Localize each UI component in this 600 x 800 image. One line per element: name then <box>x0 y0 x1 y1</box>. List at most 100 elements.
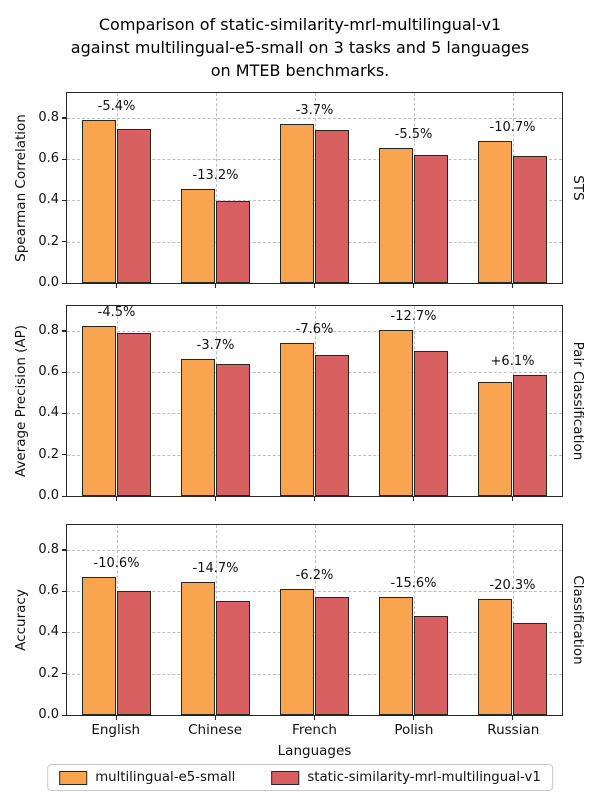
bar-static-similarity <box>116 333 152 496</box>
y-tick-label: 0.4 <box>38 192 59 208</box>
x-tick-mark <box>116 716 118 720</box>
x-tick-label: Polish <box>394 722 434 738</box>
y-tick-label: 0.2 <box>38 233 59 249</box>
x-axis-label: Languages <box>277 743 352 759</box>
bar-e5-small <box>477 382 513 496</box>
x-tick-label: Chinese <box>188 722 243 738</box>
y-tick-label: 0.4 <box>38 405 59 421</box>
x-tick-labels: English Chinese French Polish Russian <box>66 722 563 740</box>
bar-e5-small <box>81 576 117 715</box>
bar-e5-small <box>180 581 216 715</box>
legend-swatch-red <box>271 770 300 785</box>
annotation-percent-change: -5.4% <box>97 98 136 114</box>
bar-static-similarity <box>512 375 548 496</box>
task-label-sts: STS <box>570 175 586 201</box>
bar-static-similarity <box>512 622 548 715</box>
bar-e5-small <box>180 189 216 283</box>
legend: multilingual-e5-small static-similarity-… <box>47 764 553 791</box>
bar-e5-small <box>378 597 414 715</box>
gridline-vertical <box>512 525 514 715</box>
bar-static-similarity <box>116 591 152 715</box>
x-tick-mark <box>314 284 316 288</box>
x-tick-mark <box>116 284 118 288</box>
y-tick-label: 0.6 <box>38 151 59 167</box>
annotation-percent-change: -3.7% <box>295 102 334 118</box>
x-tick-mark <box>413 716 415 720</box>
x-tick-mark <box>413 284 415 288</box>
x-tick-mark <box>512 716 514 720</box>
y-tick-mark <box>62 199 66 202</box>
bar-static-similarity <box>215 601 251 715</box>
bar-e5-small <box>180 358 216 496</box>
annotation-percent-change: -15.6% <box>390 576 437 592</box>
annotation-percent-change: -5.5% <box>394 126 433 142</box>
bar-e5-small <box>279 343 315 496</box>
y-tick-mark <box>62 673 66 675</box>
bar-e5-small <box>378 147 414 283</box>
bar-e5-small <box>81 325 117 496</box>
bar-e5-small <box>477 140 513 283</box>
y-tick-label: 0.0 <box>38 275 59 290</box>
annotation-percent-change: -6.2% <box>295 568 334 584</box>
y-tick-mark <box>62 549 66 551</box>
annotation-percent-change: -4.5% <box>97 304 136 320</box>
y-tick-mark <box>62 117 66 119</box>
x-tick-mark <box>314 716 316 720</box>
axes-area-classification: 0.0 0.2 0.4 0.6 0.8 -10.6% -14.7% -6.2% -15.6% -2… <box>38 524 563 722</box>
bar-static-similarity <box>413 155 449 283</box>
x-tick-mark <box>512 497 514 501</box>
axes-area-pair-classification: 0.0 0.2 0.4 0.6 0.8 -4.5% -3.7% -7.6% -12.7% +6.1… <box>38 304 563 503</box>
gridline-vertical <box>215 93 217 283</box>
subplot-classification: Accuracy 0.0 0.2 0.4 0.6 0.8 -10.6% -14.7% -6.2… <box>13 524 586 722</box>
annotation-percent-change: -7.6% <box>295 322 334 338</box>
y-tick-label: 0.2 <box>38 446 59 462</box>
bar-e5-small <box>81 119 117 283</box>
bar-e5-small <box>378 329 414 496</box>
x-tick-mark <box>215 284 217 288</box>
y-tick-mark <box>62 330 66 332</box>
y-tick-mark <box>62 590 66 592</box>
y-tick-mark <box>62 241 66 243</box>
y-tick-label: 0.2 <box>38 665 59 681</box>
legend-item-static-similarity: static-similarity-mrl-multilingual-v1 <box>271 770 541 785</box>
bar-static-similarity <box>512 155 548 283</box>
annotation-percent-change: -10.7% <box>489 119 536 135</box>
y-tick-mark <box>62 714 66 716</box>
y-tick-label: 0.6 <box>38 583 59 599</box>
y-tick-mark <box>62 631 66 634</box>
bar-static-similarity <box>215 363 251 496</box>
bar-static-similarity <box>314 596 350 715</box>
x-tick-mark <box>215 497 217 501</box>
task-label-pair-classification: Pair Classification <box>570 341 586 461</box>
x-tick-label: English <box>91 722 141 738</box>
x-tick-mark <box>413 497 415 501</box>
x-tick-mark <box>512 284 514 288</box>
chart-title: Comparison of static-similarity-mrl-mult… <box>70 15 530 80</box>
y-tick-label: 0.4 <box>38 624 59 640</box>
annotation-percent-change: -10.6% <box>93 555 140 571</box>
x-tick-mark <box>116 497 118 501</box>
annotation-percent-change: +6.1% <box>490 354 535 370</box>
y-tick-label: 0.8 <box>38 541 59 557</box>
bar-e5-small <box>477 599 513 715</box>
y-tick-mark <box>62 282 66 284</box>
x-tick-label: Russian <box>487 722 540 738</box>
y-tick-label: 0.0 <box>38 488 59 503</box>
y-tick-mark <box>62 495 66 497</box>
annotation-percent-change: -20.3% <box>489 578 536 594</box>
bar-static-similarity <box>413 615 449 715</box>
annotation-percent-change: -13.2% <box>192 168 239 184</box>
y-tick-mark <box>62 412 66 415</box>
bar-static-similarity <box>314 354 350 496</box>
bar-static-similarity <box>413 350 449 496</box>
y-tick-label: 0.8 <box>38 109 59 125</box>
subplot-pair-classification: Average Precision (AP) 0.0 0.2 0.4 0.6 0.8 -4… <box>13 304 586 503</box>
legend-item-e5-small: multilingual-e5-small <box>59 770 235 785</box>
x-tick-mark <box>215 716 217 720</box>
axes-area-sts: 0.0 0.2 0.4 0.6 0.8 -5.4% -13.2% -3.7% -5.5% -10.… <box>38 92 563 290</box>
annotation-percent-change: -14.7% <box>192 560 239 576</box>
y-tick-mark <box>62 158 66 160</box>
bar-static-similarity <box>116 128 152 283</box>
legend-label: static-similarity-mrl-multilingual-v1 <box>307 770 541 785</box>
annotation-percent-change: -12.7% <box>390 308 437 324</box>
